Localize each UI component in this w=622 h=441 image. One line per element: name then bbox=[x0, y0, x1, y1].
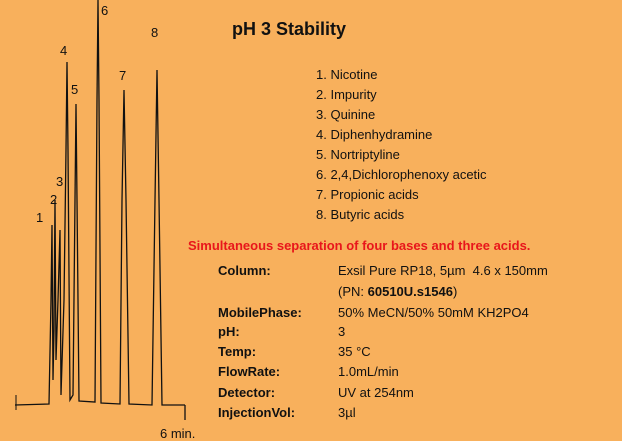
condition-label: pH: bbox=[218, 324, 240, 339]
condition-value: UV at 254nm bbox=[338, 385, 414, 400]
condition-label: Detector: bbox=[218, 385, 276, 400]
condition-value: Exsil Pure RP18, 5µm 4.6 x 150mm bbox=[338, 263, 548, 278]
compound: 8. Butyric acids bbox=[316, 207, 405, 222]
condition-label: MobilePhase: bbox=[218, 305, 302, 320]
compound: 6. 2,4,Dichlorophenoxy acetic bbox=[316, 167, 487, 182]
condition-value: 35 °C bbox=[338, 344, 371, 359]
pn-prefix: (PN: bbox=[338, 284, 368, 299]
part-number: (PN: 60510U.s1546) bbox=[338, 284, 457, 299]
subtitle: Simultaneous separation of four bases an… bbox=[188, 238, 531, 253]
peak-label: 2 bbox=[50, 192, 58, 207]
peak-label: 8 bbox=[151, 25, 159, 40]
condition-label: InjectionVol: bbox=[218, 405, 296, 420]
peak-label: 5 bbox=[71, 82, 79, 97]
peak-label: 1 bbox=[36, 210, 44, 225]
compound: 2. Impurity bbox=[316, 87, 377, 102]
condition-value: 50% MeCN/50% 50mM KH2PO4 bbox=[338, 305, 529, 320]
trace bbox=[14, 0, 185, 406]
condition-value: 3µl bbox=[338, 405, 356, 420]
condition-label: FlowRate: bbox=[218, 364, 281, 379]
peak-label: 4 bbox=[60, 43, 68, 58]
compound: 4. Diphenhydramine bbox=[316, 127, 433, 142]
condition-value: 3 bbox=[338, 324, 346, 339]
title: pH 3 Stability bbox=[232, 19, 347, 39]
condition-value: 1.0mL/min bbox=[338, 364, 399, 379]
condition-label: Temp: bbox=[218, 344, 257, 359]
peak-label: 3 bbox=[56, 174, 64, 189]
compound: 5. Nortriptyline bbox=[316, 147, 400, 162]
axis-label: 6 min. bbox=[160, 426, 196, 441]
peak-label: 7 bbox=[119, 68, 127, 83]
compound: 7. Propionic acids bbox=[316, 187, 419, 202]
compound: 3. Quinine bbox=[316, 107, 376, 122]
peak-label: 6 bbox=[101, 3, 109, 18]
compound: 1. Nicotine bbox=[316, 67, 378, 82]
condition-label: Column: bbox=[218, 263, 271, 278]
pn-code: 60510U.s1546 bbox=[367, 284, 453, 299]
pn-suffix: ) bbox=[452, 284, 458, 299]
